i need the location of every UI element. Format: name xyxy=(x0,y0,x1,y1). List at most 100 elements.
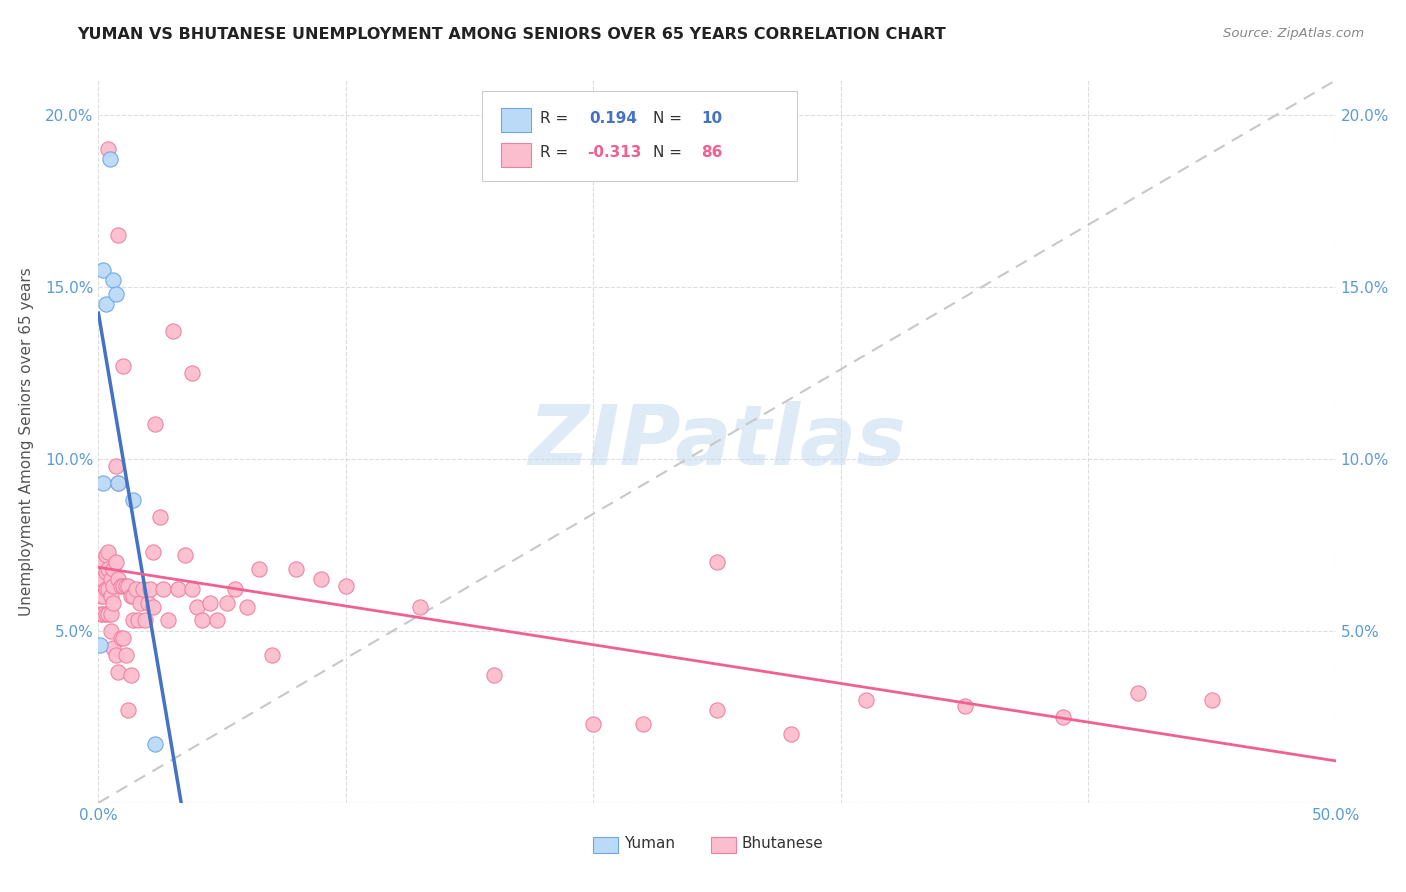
Point xyxy=(93,590,115,604)
Point xyxy=(156,614,179,628)
Point xyxy=(181,582,204,597)
Point xyxy=(104,555,127,569)
Point xyxy=(94,566,117,580)
Text: R =: R = xyxy=(540,112,574,126)
Point xyxy=(120,668,142,682)
Bar xyxy=(501,143,531,167)
Bar xyxy=(593,838,619,854)
Text: Source: ZipAtlas.com: Source: ZipAtlas.com xyxy=(1223,27,1364,40)
Point xyxy=(139,582,162,597)
Point xyxy=(97,607,120,621)
Point xyxy=(94,582,117,597)
Point xyxy=(409,599,432,614)
Point xyxy=(124,582,146,597)
Point xyxy=(107,475,129,490)
Point xyxy=(129,596,152,610)
Point xyxy=(107,665,129,679)
Point xyxy=(205,614,228,628)
Point xyxy=(582,716,605,731)
Point xyxy=(104,286,127,301)
Point xyxy=(198,596,221,610)
Point xyxy=(107,475,129,490)
Point xyxy=(953,699,976,714)
Point xyxy=(93,262,115,277)
Point xyxy=(706,555,728,569)
Point xyxy=(132,582,155,597)
Point xyxy=(112,631,135,645)
Point xyxy=(100,590,122,604)
Point xyxy=(98,153,121,167)
Point xyxy=(162,325,184,339)
Point xyxy=(780,727,803,741)
Text: ZIPatlas: ZIPatlas xyxy=(529,401,905,482)
Point xyxy=(97,142,120,156)
Point xyxy=(142,599,165,614)
Point xyxy=(90,590,112,604)
Point xyxy=(94,607,117,621)
Point xyxy=(134,614,156,628)
Point xyxy=(117,703,139,717)
Point xyxy=(103,273,125,287)
Point xyxy=(706,703,728,717)
Text: -0.313: -0.313 xyxy=(588,145,641,160)
Point xyxy=(335,579,357,593)
Point xyxy=(97,562,120,576)
Point xyxy=(89,638,111,652)
Point xyxy=(484,668,506,682)
Point xyxy=(174,548,197,562)
Point xyxy=(103,596,125,610)
Point xyxy=(247,562,270,576)
Point xyxy=(107,572,129,586)
Point xyxy=(104,458,127,473)
Point xyxy=(166,582,188,597)
Point xyxy=(1052,710,1074,724)
Point xyxy=(143,417,166,432)
Point xyxy=(191,614,214,628)
Point xyxy=(93,607,115,621)
Point xyxy=(100,572,122,586)
Point xyxy=(236,599,259,614)
Point xyxy=(142,544,165,558)
Point xyxy=(97,582,120,597)
Point xyxy=(110,631,132,645)
Point xyxy=(107,228,129,243)
Point xyxy=(93,572,115,586)
Point xyxy=(152,582,174,597)
Point xyxy=(114,579,136,593)
Point xyxy=(122,493,145,508)
Point xyxy=(143,737,166,751)
Text: R =: R = xyxy=(540,145,574,160)
Point xyxy=(103,579,125,593)
Y-axis label: Unemployment Among Seniors over 65 years: Unemployment Among Seniors over 65 years xyxy=(20,268,34,615)
Point xyxy=(100,624,122,638)
Point xyxy=(104,648,127,662)
Bar xyxy=(711,838,735,854)
Point xyxy=(1201,692,1223,706)
Text: Bhutanese: Bhutanese xyxy=(742,837,824,852)
Point xyxy=(260,648,283,662)
Point xyxy=(224,582,246,597)
Point xyxy=(117,579,139,593)
Point xyxy=(112,579,135,593)
Point xyxy=(181,366,204,380)
Point xyxy=(93,555,115,569)
Text: YUMAN VS BHUTANESE UNEMPLOYMENT AMONG SENIORS OVER 65 YEARS CORRELATION CHART: YUMAN VS BHUTANESE UNEMPLOYMENT AMONG SE… xyxy=(77,27,946,42)
Text: Yuman: Yuman xyxy=(624,837,675,852)
Point xyxy=(100,607,122,621)
Point xyxy=(112,359,135,373)
Point xyxy=(149,510,172,524)
Point xyxy=(103,562,125,576)
Point xyxy=(93,475,115,490)
Point xyxy=(631,716,654,731)
Point xyxy=(309,572,332,586)
Point xyxy=(97,544,120,558)
Bar xyxy=(501,109,531,132)
Point xyxy=(94,548,117,562)
Text: 86: 86 xyxy=(702,145,723,160)
Point xyxy=(1126,686,1149,700)
Point xyxy=(285,562,308,576)
Point xyxy=(103,640,125,655)
Point xyxy=(122,614,145,628)
Point xyxy=(94,297,117,311)
Point xyxy=(127,614,149,628)
